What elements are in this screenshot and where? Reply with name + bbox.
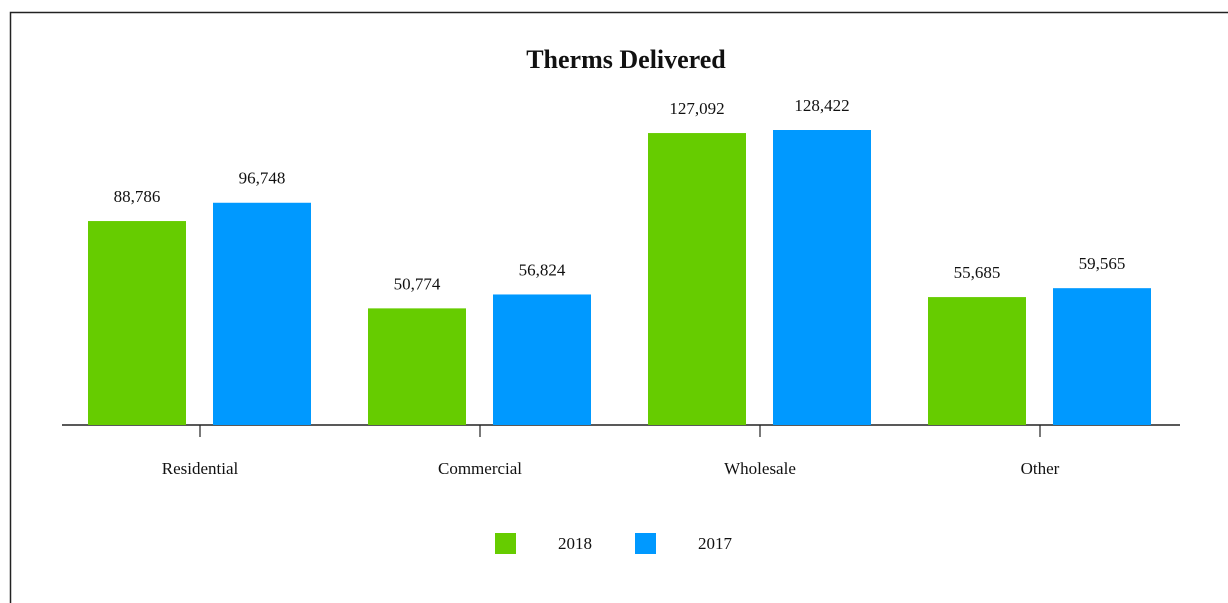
data-label: 56,824 (519, 260, 566, 279)
legend-label: 2018 (558, 534, 592, 553)
bar (368, 308, 466, 425)
bar (1053, 288, 1151, 425)
legend-swatch (635, 533, 656, 554)
x-tick-label: Other (1021, 459, 1060, 478)
bar (773, 130, 871, 425)
data-label: 127,092 (669, 99, 724, 118)
data-label: 88,786 (114, 187, 161, 206)
data-label: 55,685 (954, 263, 1001, 282)
data-label: 96,748 (239, 169, 286, 188)
bar (213, 202, 311, 425)
x-tick-label: Residential (162, 459, 239, 478)
x-tick-label: Commercial (438, 459, 522, 478)
bar (493, 294, 591, 425)
data-label: 128,422 (794, 96, 849, 115)
bar (928, 297, 1026, 425)
x-tick-label: Wholesale (724, 459, 796, 478)
bar (648, 133, 746, 425)
chart-title: Therms Delivered (526, 45, 726, 74)
data-label: 50,774 (394, 274, 441, 293)
legend-swatch (495, 533, 516, 554)
legend-label: 2017 (698, 534, 733, 553)
bar (88, 221, 186, 425)
data-label: 59,565 (1079, 254, 1126, 273)
frame (9, 11, 1228, 603)
